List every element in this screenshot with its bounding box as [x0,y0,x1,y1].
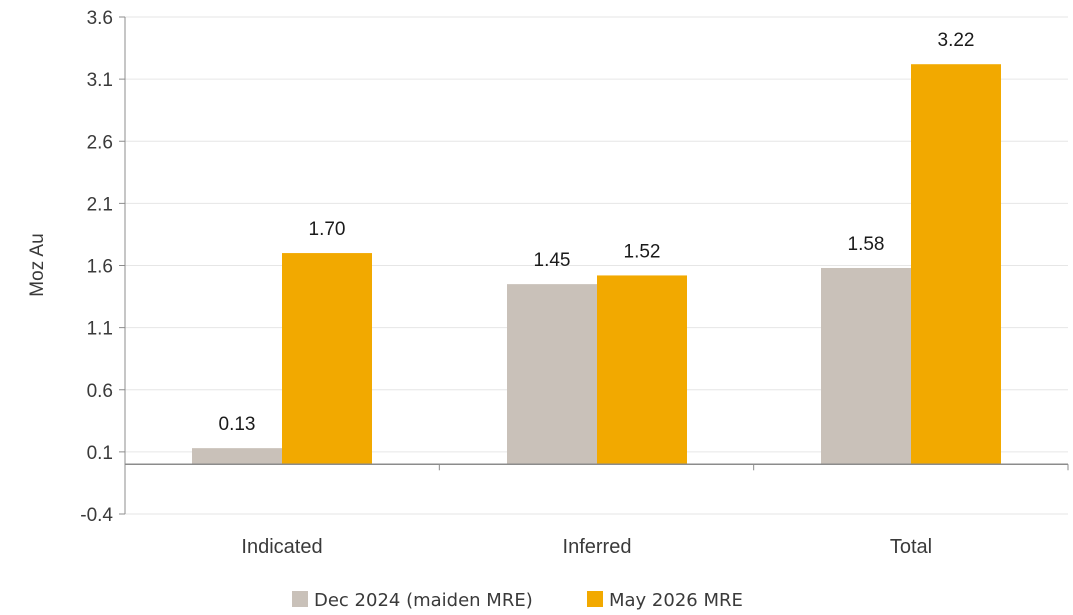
data-label: 1.45 [534,250,571,271]
y-tick-label: 0.6 [87,381,113,402]
y-tick-label: 0.1 [87,443,113,464]
y-tick-label: 2.6 [87,132,113,153]
data-label: 0.13 [219,414,256,435]
category-label: Inferred [563,536,632,558]
y-tick-label: -0.4 [80,505,113,526]
legend-swatch [292,591,308,607]
bar [282,253,372,465]
data-label: 1.52 [624,241,661,262]
data-label: 1.70 [309,219,346,240]
y-tick-label: 1.1 [87,319,113,340]
bar [192,448,282,465]
category-label: Total [890,536,932,558]
bars [192,64,1001,465]
y-tick-label: 2.1 [87,194,113,215]
legend: Dec 2024 (maiden MRE) May 2026 MRE [292,590,743,611]
bar [597,275,687,465]
y-tick-label: 3.6 [87,8,113,29]
y-tick-label: 1.6 [87,257,113,278]
data-label: 3.22 [938,30,975,51]
bar [507,284,597,465]
category-label: Indicated [241,536,322,558]
y-tick-label: 3.1 [87,70,113,91]
y-axis-title: Moz Au [27,233,48,296]
bar [911,64,1001,465]
data-label: 1.58 [848,234,885,255]
labels: 3.6 3.1 2.6 2.1 1.6 1.1 0.6 0.1 -0.4 0.13 1.45 1.58… [80,8,974,558]
legend-label: Dec 2024 (maiden MRE) [314,590,533,611]
legend-label: May 2026 MRE [609,590,743,611]
legend-swatch [587,591,603,607]
axes [119,16,1069,515]
bar [821,267,911,465]
